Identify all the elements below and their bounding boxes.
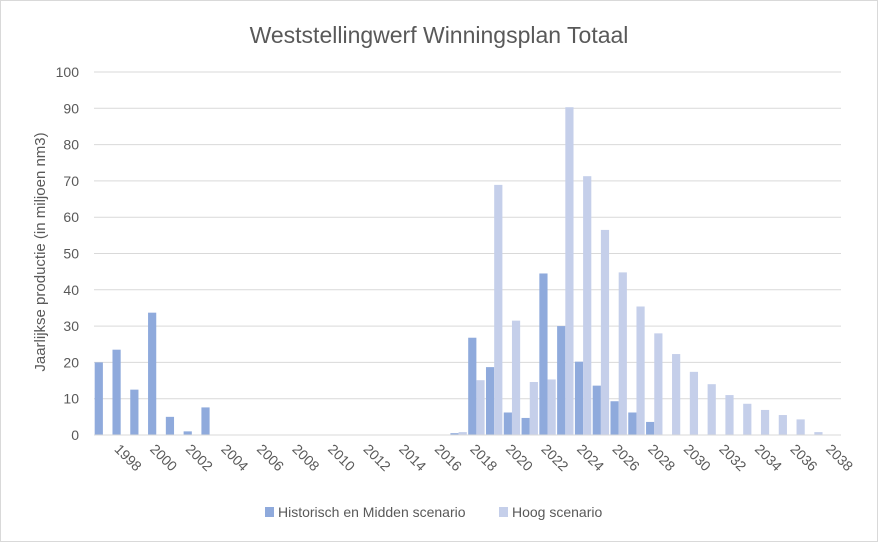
x-axis-ticks: 1998 2000 2002 2004 2006 2008 2010 2012 2014 2016… xyxy=(112,441,857,474)
bar-hoog-2036 xyxy=(796,419,805,435)
bar-hoog-2037 xyxy=(814,432,823,435)
y-tick-label: 100 xyxy=(56,64,80,80)
bar-historisch-2024 xyxy=(574,361,584,435)
bar-hoog-2031 xyxy=(707,384,716,435)
bar-hoog-2027 xyxy=(636,306,645,435)
bar-historisch-2025 xyxy=(592,385,601,435)
legend-swatch-hoog xyxy=(499,507,508,517)
bar-historisch-2018 xyxy=(468,337,477,435)
y-tick-label: 10 xyxy=(63,391,79,407)
bar-hoog-2028 xyxy=(654,333,663,435)
x-tick-label: 2006 xyxy=(254,441,287,474)
bar-historisch-2028 xyxy=(646,421,655,435)
x-tick-label: 2032 xyxy=(716,441,749,474)
bar-historisch-2023 xyxy=(557,326,566,435)
legend-label-historisch: Historisch en Midden scenario xyxy=(278,504,466,520)
legend: Historisch en Midden scenario Hoog scena… xyxy=(265,504,602,520)
y-tick-label: 50 xyxy=(63,246,79,262)
x-tick-label: 2016 xyxy=(432,441,465,474)
y-tick-label: 80 xyxy=(63,137,79,153)
legend-label-hoog: Hoog scenario xyxy=(512,504,602,520)
bar-historisch-1998 xyxy=(112,349,121,435)
x-tick-label: 2024 xyxy=(574,441,607,474)
bar-historisch-2021 xyxy=(521,417,530,435)
x-tick-label: 2010 xyxy=(325,441,358,474)
bar-historisch-1997 xyxy=(94,362,103,435)
y-axis-ticks: 0 10 20 30 40 50 60 70 80 90 100 xyxy=(56,64,80,443)
bar-hoog-2018 xyxy=(476,380,485,435)
x-tick-label: 2000 xyxy=(147,441,180,474)
x-tick-label: 2022 xyxy=(538,441,571,474)
x-tick-label: 2014 xyxy=(396,441,429,474)
y-tick-label: 30 xyxy=(63,318,79,334)
x-tick-label: 2038 xyxy=(823,441,856,474)
legend-swatch-historisch xyxy=(265,507,274,517)
bar-historisch-2027 xyxy=(628,412,637,435)
bar-hoog-2025 xyxy=(600,229,610,435)
bar-historisch-2026 xyxy=(610,401,619,435)
x-tick-label: 2002 xyxy=(183,441,216,474)
bar-hoog-2022 xyxy=(547,379,556,435)
y-tick-label: 20 xyxy=(63,354,79,370)
bar-hoog-2019 xyxy=(494,184,503,435)
bar-historisch-2022 xyxy=(539,273,548,435)
bar-historisch-2017 xyxy=(450,433,459,435)
bar-historisch-2002 xyxy=(183,431,192,435)
bar-hoog-2023 xyxy=(565,107,574,436)
bar-historisch-2003 xyxy=(201,407,210,435)
x-tick-label: 1998 xyxy=(112,441,145,474)
bar-hoog-2035 xyxy=(778,415,787,435)
x-tick-label: 2008 xyxy=(289,441,322,474)
x-tick-label: 2026 xyxy=(610,441,643,474)
bar-historisch-2000 xyxy=(148,312,157,435)
bar-hoog-2017 xyxy=(458,432,467,435)
bar-hoog-2030 xyxy=(689,371,699,435)
bar-hoog-2020 xyxy=(511,320,521,435)
x-tick-label: 2004 xyxy=(218,441,251,474)
bar-hoog-2032 xyxy=(725,395,734,435)
y-axis-label: Jaarlijkse productie (in miljoen nm3) xyxy=(32,132,49,371)
x-tick-label: 2020 xyxy=(503,441,536,474)
legend-item-historisch[interactable]: Historisch en Midden scenario xyxy=(265,504,466,520)
y-tick-label: 40 xyxy=(63,282,79,298)
bar-historisch-2019 xyxy=(485,367,495,435)
bars xyxy=(94,107,823,436)
bar-hoog-2033 xyxy=(743,403,752,435)
x-tick-label: 2012 xyxy=(361,441,394,474)
x-tick-label: 2018 xyxy=(467,441,500,474)
y-tick-label: 60 xyxy=(63,209,79,225)
bar-hoog-2026 xyxy=(618,272,627,435)
y-tick-label: 0 xyxy=(71,427,79,443)
y-tick-label: 90 xyxy=(63,100,79,116)
bar-historisch-2020 xyxy=(503,412,512,435)
bar-historisch-1999 xyxy=(130,389,139,436)
x-tick-label: 2028 xyxy=(645,441,678,474)
x-tick-label: 2030 xyxy=(681,441,714,474)
bar-hoog-2021 xyxy=(529,382,538,435)
legend-item-hoog[interactable]: Hoog scenario xyxy=(499,504,602,520)
bar-historisch-2001 xyxy=(165,416,175,435)
y-tick-label: 70 xyxy=(63,173,79,189)
gridlines xyxy=(94,71,841,400)
bar-hoog-2024 xyxy=(583,176,592,435)
x-tick-label: 2036 xyxy=(787,441,820,474)
chart-title: Weststellingwerf Winningsplan Totaal xyxy=(250,22,629,48)
bar-hoog-2034 xyxy=(760,409,770,435)
x-tick-label: 2034 xyxy=(752,441,785,474)
bar-hoog-2029 xyxy=(672,354,681,435)
